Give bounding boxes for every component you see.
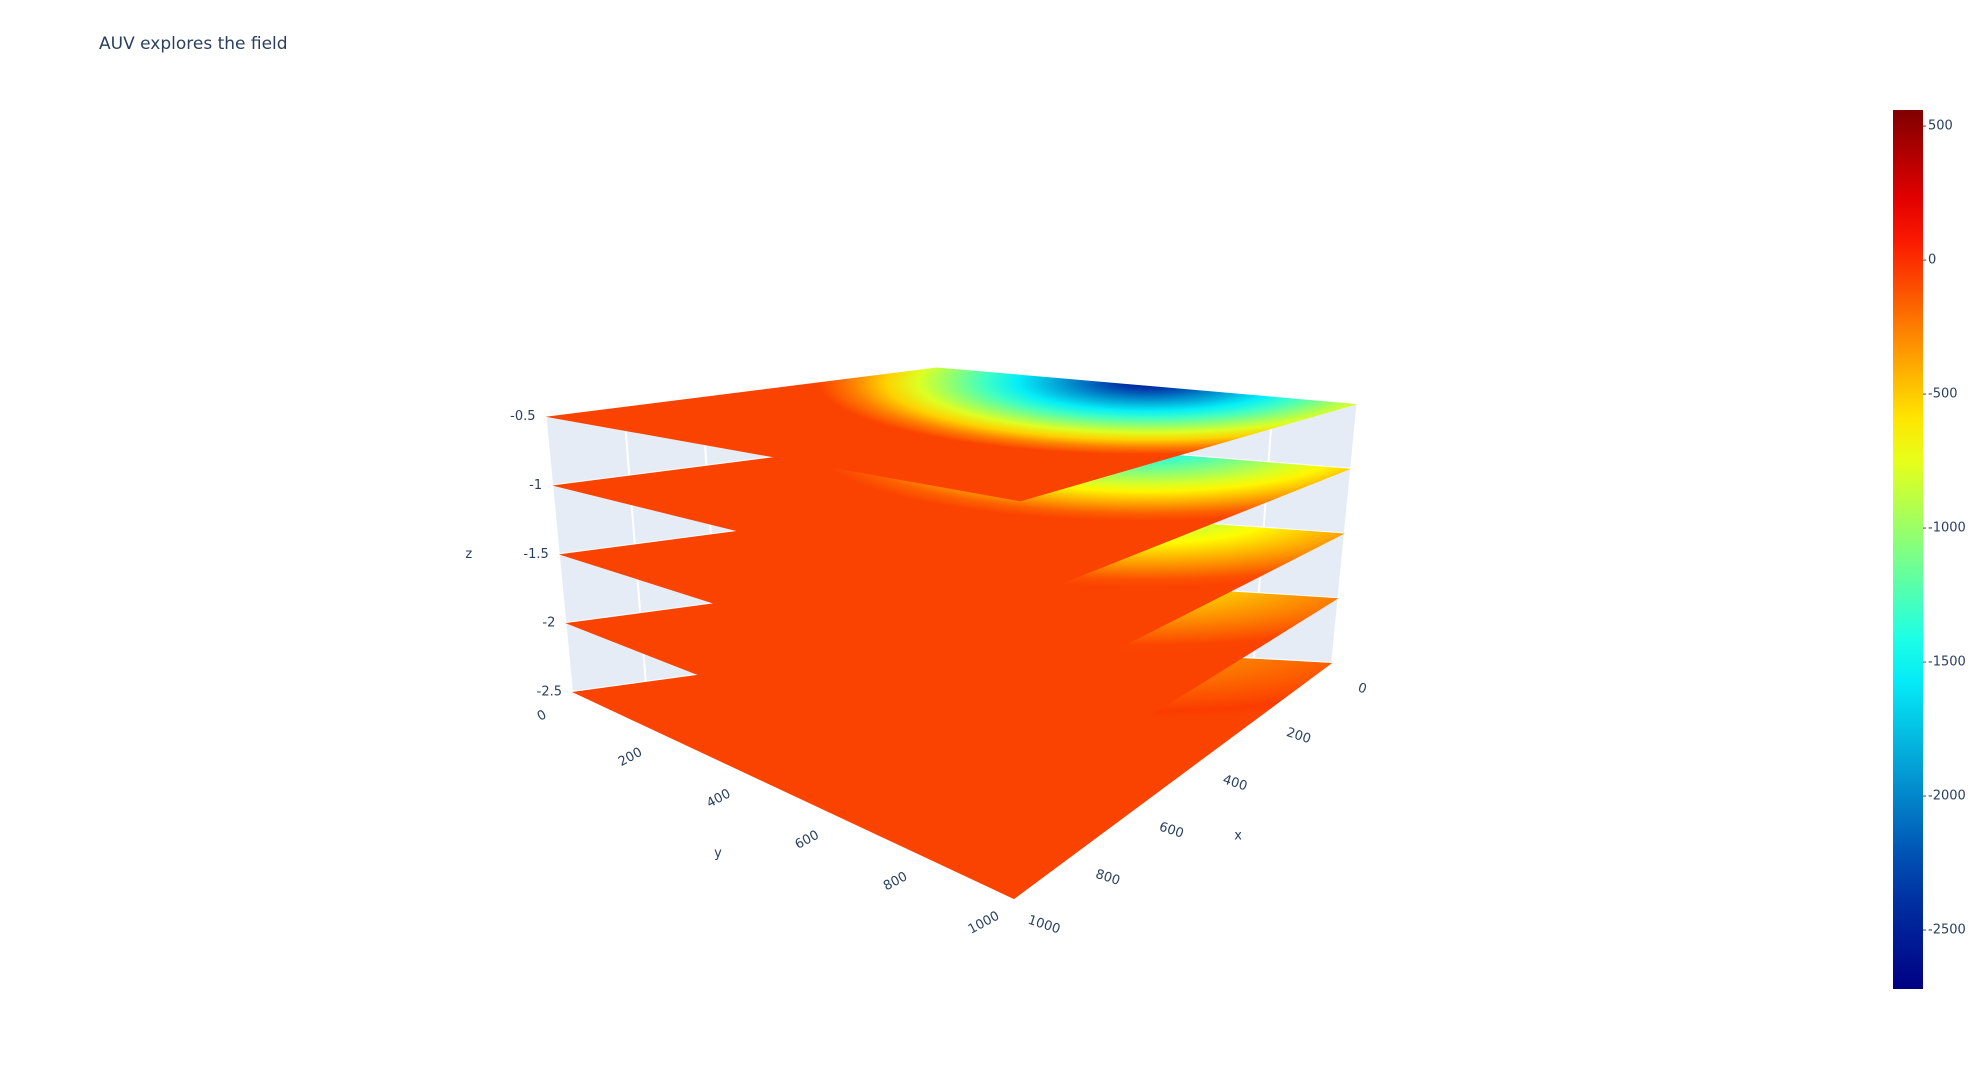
colorbar-tick-label: -1500 [1928,655,1966,670]
x-tick-label: 800 [1094,867,1122,889]
chart-title: AUV explores the field [99,34,288,54]
y-tick-label: 0 [535,707,549,724]
y-tick-label: 200 [616,745,645,770]
z-tick-label: -1.5 [523,547,548,562]
colorbar-tick-label: -500 [1928,387,1958,402]
z-tick-label: -1 [529,478,542,493]
surface [545,367,1358,502]
y-tick-label: 1000 [966,909,1002,938]
x-tick-label: 1000 [1026,913,1062,937]
x-axis-title: x [1234,829,1242,844]
z-axis-title: z [465,547,472,562]
surface [558,504,1345,701]
z-tick-label: -2.5 [537,684,562,699]
y-axis-title: y [714,846,722,861]
colorbar-tick-label: -2000 [1928,789,1966,804]
surface [552,435,1352,601]
colorbar-tick-label: -2500 [1928,923,1966,938]
colorbar-tick-label: 500 [1928,119,1953,134]
x-tick-label: 200 [1284,725,1312,747]
colorbar-tick-label: 0 [1928,253,1936,268]
x-tick-label: 600 [1157,820,1185,842]
z-tick-label: -0.5 [510,409,535,424]
y-tick-label: 400 [704,786,733,811]
x-tick-label: 400 [1221,772,1249,794]
y-tick-label: 600 [793,828,822,853]
colorbar [1893,110,1923,989]
z-tick-label: -2 [542,616,555,631]
x-tick-label: 0 [1356,681,1369,698]
colorbar-tick-label: -1000 [1928,521,1966,536]
y-tick-label: 800 [881,869,910,894]
